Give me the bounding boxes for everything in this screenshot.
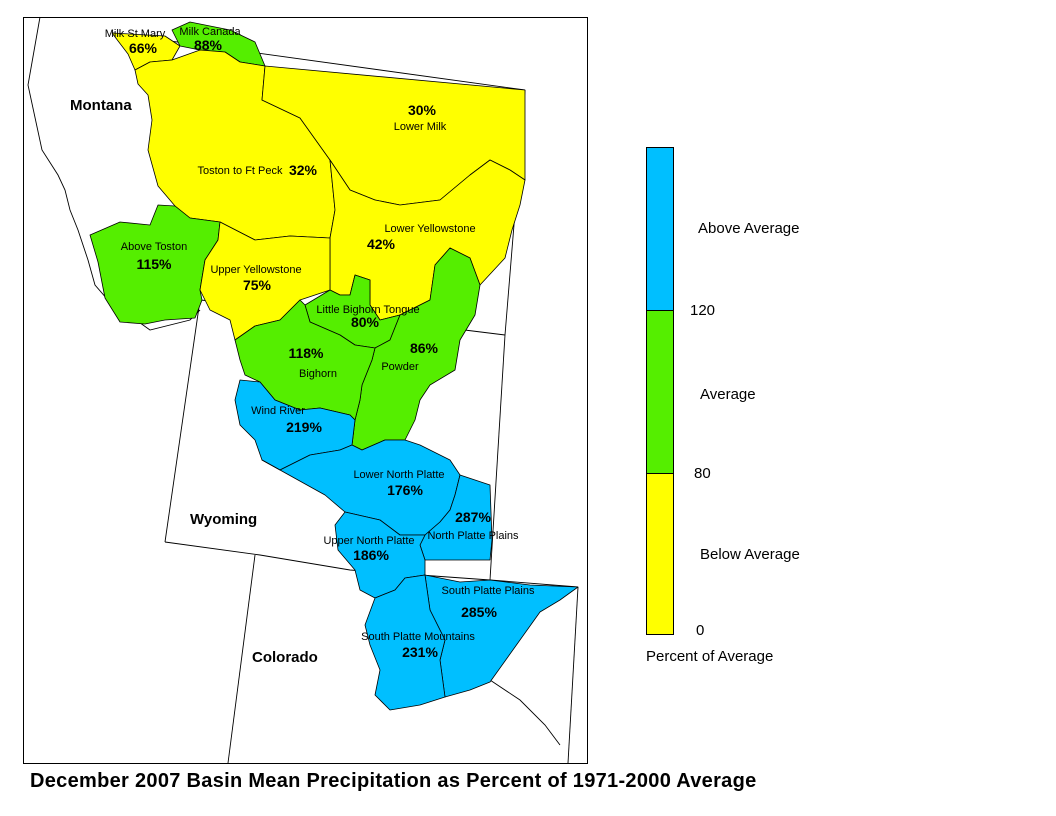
basin-name-lower-yellowstone: Lower Yellowstone	[384, 223, 475, 235]
basin-name-milk-st-mary: Milk St Mary	[105, 28, 166, 40]
wyoming-west-boundary	[164, 299, 201, 543]
wyoming-east-boundary	[489, 334, 506, 581]
basin-value-little-bighorn-tongue: 80%	[351, 314, 380, 330]
legend-swatch-below	[647, 474, 673, 634]
basin-value-north-platte-plains: 287%	[455, 509, 491, 525]
basin-value-powder: 86%	[410, 340, 439, 356]
legend-label-average: Average	[700, 386, 756, 403]
basin-value-milk-st-mary: 66%	[129, 40, 158, 56]
basin-name-wind-river: Wind River	[251, 405, 305, 417]
basin-value-bighorn: 118%	[288, 345, 324, 361]
basins-layer	[89, 21, 579, 711]
basin-name-toston-ft-peck: Toston to Ft Peck	[198, 165, 283, 177]
legend-label-above: Above Average	[698, 220, 800, 237]
basin-name-little-bighorn-tongue: Little Bighorn Tongue	[316, 304, 419, 316]
legend-color-bar	[646, 147, 674, 635]
colorado-west-boundary	[227, 554, 256, 764]
basin-value-upper-north-platte: 186%	[353, 547, 389, 563]
state-label-colorado: Colorado	[252, 649, 318, 666]
colorado-east-boundary	[567, 586, 579, 764]
basin-value-south-platte-mountains: 231%	[402, 644, 438, 660]
legend-label-below: Below Average	[700, 546, 800, 563]
basin-value-upper-yellowstone: 75%	[243, 277, 272, 293]
legend-swatch-average	[647, 311, 673, 474]
basin-name-upper-yellowstone: Upper Yellowstone	[210, 264, 301, 276]
basin-value-above-toston: 115%	[136, 256, 172, 272]
basin-name-milk-canada: Milk Canada	[179, 26, 241, 38]
legend-caption: Percent of Average	[646, 648, 774, 665]
basin-value-lower-milk: 30%	[408, 102, 437, 118]
legend-tick-120: 120	[690, 302, 716, 319]
basin-name-bighorn: Bighorn	[299, 368, 337, 380]
basin-name-lower-milk: Lower Milk	[394, 121, 447, 133]
basin-name-powder: Powder	[381, 361, 419, 373]
basin-value-milk-canada: 88%	[194, 37, 223, 53]
basin-value-south-platte-plains: 285%	[461, 604, 497, 620]
basin-name-south-platte-mountains: South Platte Mountains	[361, 631, 475, 643]
basin-name-south-platte-plains: South Platte Plains	[442, 585, 535, 597]
basin-south-platte-mountains	[364, 574, 446, 711]
basin-value-lower-north-platte: 176%	[387, 482, 423, 498]
state-labels-layer: Montana Wyoming Colorado	[70, 97, 318, 666]
state-label-montana: Montana	[70, 97, 132, 114]
legend-tick-80: 80	[694, 465, 711, 482]
legend-tick-0: 0	[696, 622, 705, 639]
basin-name-lower-north-platte: Lower North Platte	[353, 469, 444, 481]
basin-name-upper-north-platte: Upper North Platte	[323, 535, 414, 547]
basin-value-lower-yellowstone: 42%	[367, 236, 396, 252]
basin-value-toston-ft-peck: 32%	[289, 162, 318, 178]
map-title: December 2007 Basin Mean Precipitation a…	[30, 770, 757, 792]
state-label-wyoming: Wyoming	[190, 511, 257, 528]
basin-value-wind-river: 219%	[286, 419, 322, 435]
nebraska-line	[489, 679, 561, 746]
basin-name-north-platte-plains: North Platte Plains	[427, 530, 519, 542]
legend-swatch-above	[647, 148, 673, 311]
montana-west-boundary	[27, 16, 201, 331]
basin-name-above-toston: Above Toston	[121, 241, 187, 253]
